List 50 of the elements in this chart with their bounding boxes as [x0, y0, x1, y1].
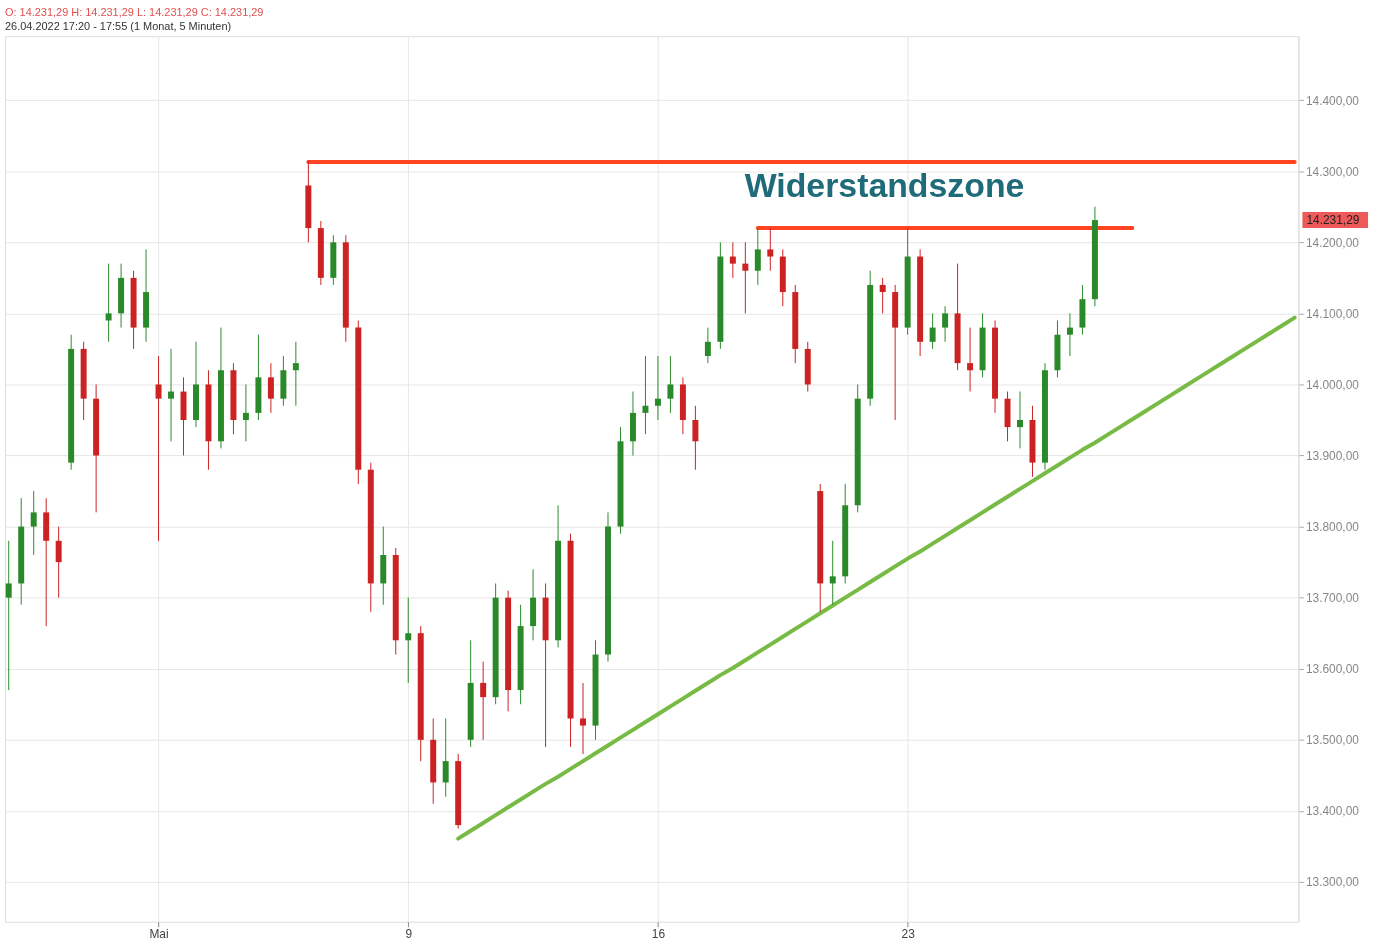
candlestick: [829, 540, 836, 606]
line-series: [456, 315, 1297, 841]
y-tick-label: 13.700,00: [1305, 591, 1360, 606]
candlestick: [1066, 312, 1073, 357]
y-tick-label: 13.900,00: [1305, 449, 1360, 463]
candlestick: [942, 305, 949, 343]
x-tick-label: Mai: [149, 927, 169, 942]
y-tick-label: 13.500,00: [1305, 733, 1360, 748]
y-tick-label: 13.800,00: [1305, 520, 1360, 535]
candlestick: [704, 327, 711, 364]
chart-title: O: 14.231,29 H: 14.231,29 L: 14.231,29 C: 14.231,29: [4, 6, 264, 19]
chart-subtitle: 26.04.2022 17:20 - 17:55 (1 Monat, 5 Minuten): [4, 20, 232, 33]
y-tick-label: 13.400,00: [1305, 804, 1360, 819]
candlestick: [929, 312, 936, 350]
candlestick: [654, 355, 661, 421]
candlestick: [692, 405, 699, 471]
candlestick: [480, 661, 487, 741]
candlestick: [105, 263, 112, 343]
candlestick: [242, 383, 249, 442]
x-tick-label: 9: [405, 927, 413, 942]
candlestick: [405, 597, 412, 684]
y-tick-label: 14.300,00: [1305, 164, 1360, 179]
y-tick-label: 13.300,00: [1305, 875, 1360, 890]
y-tick-label: 14.400,00: [1305, 93, 1360, 108]
y-tick-label: 14.100,00: [1305, 306, 1360, 321]
annotation: Widerstandszone: [744, 166, 1025, 205]
candlestick: [168, 348, 175, 442]
candlestick: [442, 717, 449, 798]
candlestick: [742, 241, 749, 314]
candlestick: [879, 277, 886, 314]
candlestick: [5, 540, 12, 691]
candlestick: [967, 327, 974, 393]
y-tick-label: 14.200,00: [1305, 235, 1360, 250]
candlestick: [580, 682, 587, 755]
x-tick-label: 16: [651, 927, 666, 942]
candlestick: [267, 362, 274, 414]
candlestick: [1017, 391, 1023, 449]
y-tick-label: 13.600,00: [1305, 662, 1360, 677]
candlestick: [55, 526, 62, 599]
candlestick: [30, 490, 37, 556]
candlestick: [292, 341, 299, 407]
candlestick: [155, 355, 162, 542]
candlestick: [729, 241, 736, 279]
candlestick: [754, 227, 761, 286]
y-tick-label: 14.000,00: [1305, 377, 1360, 392]
candlestick: [767, 227, 774, 272]
candlestick: [642, 355, 649, 435]
ref-line-label: 14.231,29: [1306, 213, 1360, 228]
x-tick-label: 23: [901, 927, 916, 942]
candlestick: [667, 355, 674, 414]
